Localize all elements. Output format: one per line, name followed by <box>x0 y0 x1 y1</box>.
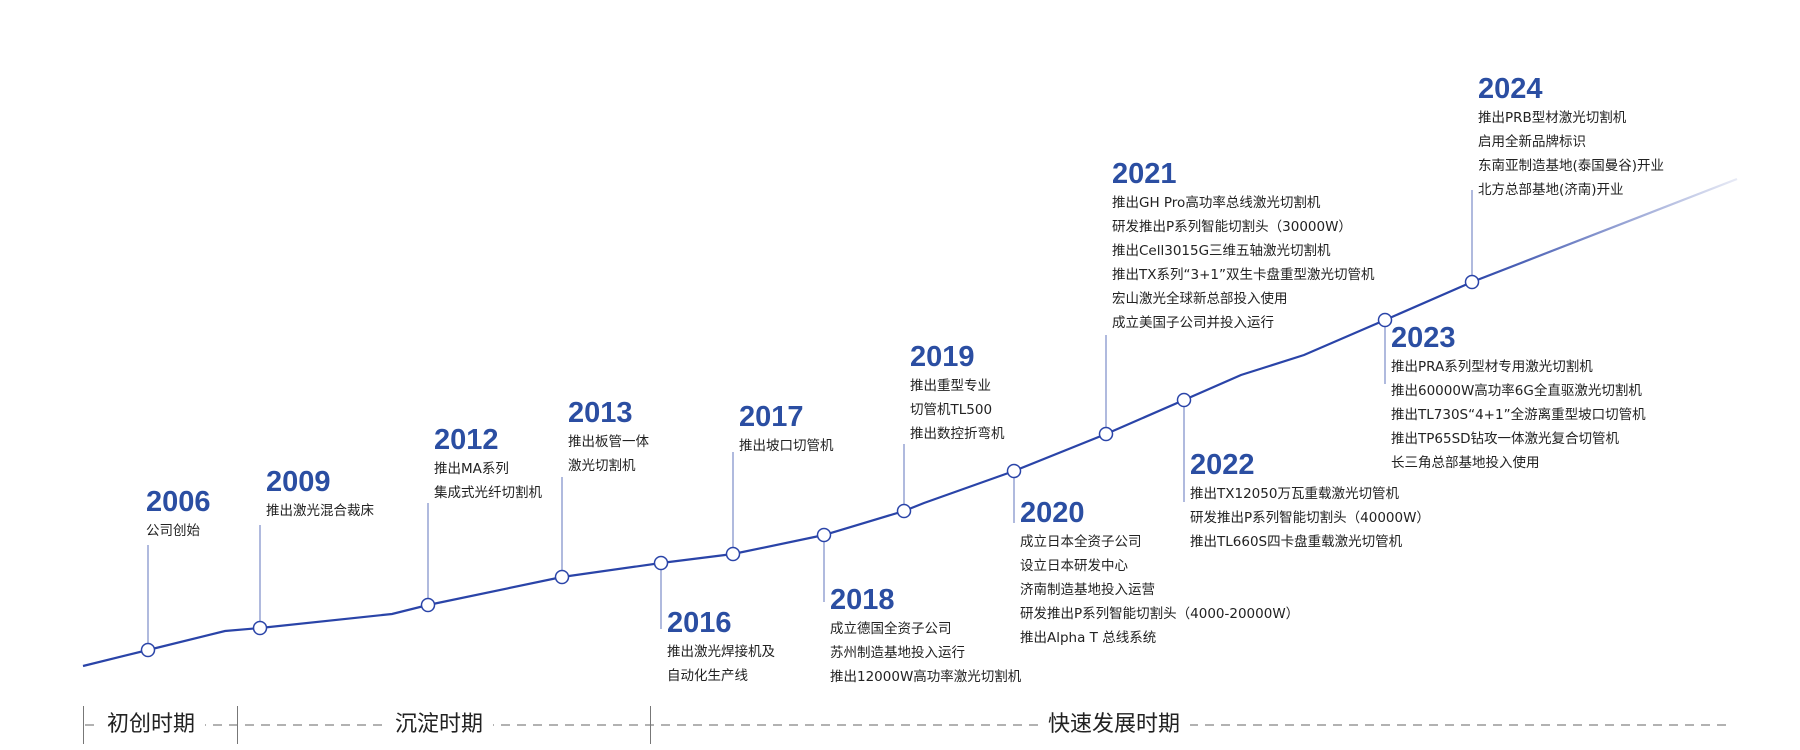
event-item: 推出PRB型材激光切割机 <box>1478 110 1627 126</box>
event-item: 推出激光焊接机及 <box>667 644 775 660</box>
event-item: 成立日本全资子公司 <box>1020 534 1142 550</box>
event-item: 北方总部基地(济南)开业 <box>1478 182 1624 198</box>
event-2023: 2023 推出PRA系列型材专用激光切割机推出60000W高功率6G全直驱激光切割… <box>1391 321 1646 475</box>
event-year: 2023 <box>1391 322 1456 354</box>
event-year: 2021 <box>1112 158 1177 190</box>
event-item: 研发推出P系列智能切割头（4000-20000W） <box>1020 606 1300 622</box>
event-item: 推出PRA系列型材专用激光切割机 <box>1391 359 1593 375</box>
event-year: 2020 <box>1020 497 1085 529</box>
event-item: 宏山激光全球新总部投入使用 <box>1112 291 1288 307</box>
event-2021: 2021 推出GH Pro高功率总线激光切割机研发推出P系列智能切割头（30000… <box>1112 157 1374 335</box>
event-item: 东南亚制造基地(泰国曼谷)开业 <box>1478 158 1665 174</box>
event-item: 推出TX系列“3+1”双生卡盘重型激光切管机 <box>1112 267 1375 283</box>
event-item: 推出GH Pro高功率总线激光切割机 <box>1112 195 1321 211</box>
event-item: 自动化生产线 <box>667 668 748 684</box>
event-2017: 2017 推出坡口切管机 <box>739 400 834 458</box>
event-2013: 2013 推出板管一体 激光切割机 <box>568 396 649 478</box>
event-item: 研发推出P系列智能切割头（40000W） <box>1190 510 1430 526</box>
event-2020: 2020 成立日本全资子公司 设立日本研发中心济南制造基地投入运营研发推出P系列智能… <box>1020 496 1299 650</box>
phase-divider <box>237 706 238 744</box>
event-item: 推出重型专业 <box>910 378 991 394</box>
event-year: 2018 <box>830 584 895 616</box>
event-2019: 2019 推出重型专业 切管机TL500 推出数控折弯机 <box>910 340 1005 446</box>
timeline-node-2022 <box>1176 392 1192 408</box>
event-item: 推出TL730S“4+1”全游离重型坡口切管机 <box>1391 407 1646 423</box>
event-item: 长三角总部基地投入使用 <box>1391 455 1540 471</box>
event-2012: 2012 推出MA系列集成式光纤切割机 <box>434 423 542 505</box>
event-item: 推出Alpha T 总线系统 <box>1020 630 1157 646</box>
event-2024: 2024 推出PRB型材激光切割机 启用全新品牌标识东南亚制造基地(泰国曼谷)开业北… <box>1478 72 1664 202</box>
timeline-node-2016 <box>653 555 669 571</box>
timeline-node-2006 <box>140 642 156 658</box>
event-year: 2016 <box>667 607 732 639</box>
phase-founding: 初创时期 <box>97 710 206 740</box>
event-item: 推出TL660S四卡盘重载激光切管机 <box>1190 534 1403 550</box>
event-2016: 2016 推出激光焊接机及 自动化生产线 <box>667 606 775 688</box>
event-year: 2012 <box>434 424 499 456</box>
event-item: 成立德国全资子公司 <box>830 621 952 637</box>
event-item: 推出60000W高功率6G全直驱激光切割机 <box>1391 383 1642 399</box>
timeline-node-2019 <box>896 503 912 519</box>
event-item: 推出MA系列 <box>434 461 509 477</box>
timeline-node-2024 <box>1464 274 1480 290</box>
event-year: 2006 <box>146 486 211 518</box>
timeline-node-2021 <box>1098 426 1114 442</box>
event-item: 研发推出P系列智能切割头（30000W） <box>1112 219 1352 235</box>
timeline-node-2009 <box>252 620 268 636</box>
event-year: 2013 <box>568 397 633 429</box>
event-item: 切管机TL500 <box>910 402 993 418</box>
event-item: 推出TX12050万瓦重载激光切管机 <box>1190 486 1399 502</box>
event-2018: 2018 成立德国全资子公司 苏州制造基地投入运行推出12000W高功率激光切割机 <box>830 583 1021 689</box>
timeline-node-2012 <box>420 597 436 613</box>
event-item: 推出板管一体 <box>568 434 649 450</box>
event-item: 推出数控折弯机 <box>910 426 1005 442</box>
event-item: 推出12000W高功率激光切割机 <box>830 669 1022 685</box>
event-item: 推出TP65SD钻攻一体激光复合切管机 <box>1391 431 1620 447</box>
phase-divider <box>650 706 651 744</box>
event-item: 推出激光混合裁床 <box>266 503 374 519</box>
event-year: 2009 <box>266 466 331 498</box>
event-item: 集成式光纤切割机 <box>434 485 542 501</box>
timeline-line-fade <box>1471 177 1738 284</box>
event-item: 激光切割机 <box>568 458 636 474</box>
timeline-node-2017 <box>725 546 741 562</box>
event-item: 公司创始 <box>146 523 200 539</box>
timeline-node-2023 <box>1377 312 1393 328</box>
phase-accumulation: 沉淀时期 <box>385 710 494 740</box>
timeline-node-2013 <box>554 569 570 585</box>
event-item: 苏州制造基地投入运行 <box>830 645 965 661</box>
timeline-node-2018 <box>816 527 832 543</box>
event-item: 推出坡口切管机 <box>739 438 834 454</box>
phase-rapid-growth: 快速发展时期 <box>1038 710 1191 740</box>
event-2009: 2009 推出激光混合裁床 <box>266 465 374 523</box>
phase-divider <box>83 706 84 744</box>
event-2022: 2022 推出TX12050万瓦重载激光切管机研发推出P系列智能切割头（40000… <box>1190 448 1430 554</box>
event-item: 启用全新品牌标识 <box>1478 134 1586 150</box>
timeline-node-2020 <box>1006 463 1022 479</box>
event-item: 设立日本研发中心 <box>1020 558 1128 574</box>
event-2006: 2006 公司创始 <box>146 485 211 543</box>
event-year: 2022 <box>1190 449 1255 481</box>
event-item: 济南制造基地投入运营 <box>1020 582 1155 598</box>
event-year: 2017 <box>739 401 804 433</box>
event-year: 2024 <box>1478 73 1543 105</box>
event-year: 2019 <box>910 341 975 373</box>
event-item: 成立美国子公司并投入运行 <box>1112 315 1274 331</box>
event-item: 推出Cell3015G三维五轴激光切割机 <box>1112 243 1331 259</box>
